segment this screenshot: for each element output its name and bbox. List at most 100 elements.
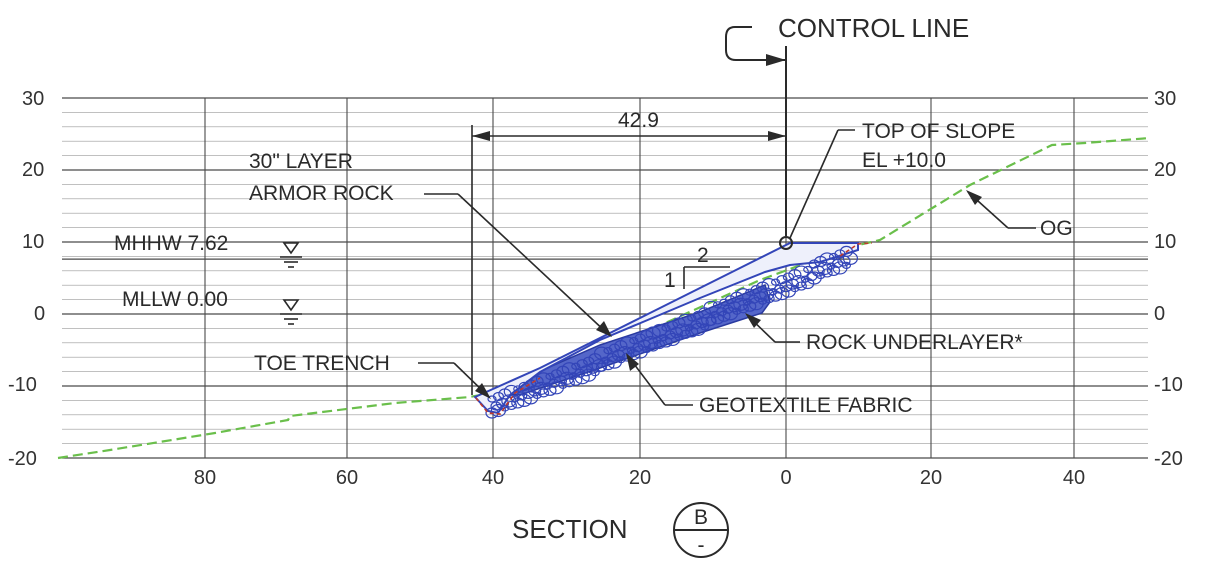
y-tick-right-30: 30 xyxy=(1154,88,1176,110)
x-tick-80-left: 80 xyxy=(194,467,216,489)
callout-armor-rock: 30" LAYER ARMOR ROCK xyxy=(249,150,612,337)
callout-og: OG xyxy=(966,190,1073,240)
y-axis-left: 30 20 10 0 -10 -20 xyxy=(8,88,45,470)
x-tick-40-right: 40 xyxy=(1063,467,1085,489)
x-tick-60-left: 60 xyxy=(336,467,358,489)
y-tick-right-0: 0 xyxy=(1154,303,1165,325)
armor-rock-layer xyxy=(473,242,859,419)
section-symbol-bottom: - xyxy=(698,534,705,557)
y-tick-left-0: 0 xyxy=(34,303,45,325)
mllw-triangle-icon xyxy=(282,299,300,312)
water-level-mllw: MLLW 0.00 xyxy=(122,288,302,325)
section-symbol-top: B xyxy=(694,506,708,529)
callout-toe-trench: TOE TRENCH xyxy=(254,352,491,399)
slope-ratio-indicator: 2 1 xyxy=(664,244,730,292)
top-of-slope-marker xyxy=(779,236,793,250)
armor-stone xyxy=(674,333,684,341)
rock-underlayer-label: ROCK UNDERLAYER* xyxy=(806,331,1023,354)
control-line-arrow-icon xyxy=(725,26,786,61)
armor-stone xyxy=(653,339,666,350)
armor-stone xyxy=(545,372,555,380)
armor-stone xyxy=(537,388,550,398)
x-tick-20-left: 20 xyxy=(629,467,651,489)
armor-stone xyxy=(487,395,497,403)
y-tick-left-30: 30 xyxy=(22,88,44,110)
armor-stone xyxy=(763,294,775,304)
callout-rock-underlayer: ROCK UNDERLAYER* xyxy=(745,313,1023,354)
top-of-slope-line2: EL +10.0 xyxy=(862,149,946,172)
armor-stone xyxy=(770,278,781,286)
armor-stone xyxy=(795,281,807,291)
armor-stone xyxy=(532,391,542,399)
armor-stone xyxy=(500,404,510,412)
x-tick-0: 0 xyxy=(780,467,791,489)
mhhw-label: MHHW 7.62 xyxy=(114,232,228,255)
armor-stone xyxy=(758,297,768,305)
geotextile-fabric-line xyxy=(475,377,541,415)
control-line-arrowhead-icon xyxy=(766,54,786,66)
y-tick-left-neg20: -20 xyxy=(8,448,37,470)
armor-stone xyxy=(563,378,575,388)
armor-stone xyxy=(790,284,800,293)
armor-stone xyxy=(816,271,826,280)
armor-stone xyxy=(621,352,633,362)
armor-stone xyxy=(571,362,581,370)
slope-rise: 1 xyxy=(664,269,676,292)
mhhw-triangle-icon xyxy=(282,242,300,255)
dimension-42-9: 42.9 xyxy=(471,109,786,395)
armor-stone xyxy=(803,265,813,274)
armor-stone xyxy=(505,400,517,411)
armor-stone xyxy=(595,362,608,372)
callout-geotextile: GEOTEXTILE FABRIC xyxy=(626,353,913,417)
x-tick-40-left: 40 xyxy=(482,467,504,489)
armor-stone xyxy=(745,288,755,296)
x-axis: 80 60 40 20 0 20 40 xyxy=(194,467,1085,489)
armor-stone xyxy=(687,314,697,322)
armor-stone xyxy=(700,323,710,331)
section-label: SECTION B - xyxy=(512,502,729,558)
y-tick-right-neg20: -20 xyxy=(1154,448,1183,470)
slope-run: 2 xyxy=(697,244,709,267)
y-tick-right-neg10: -10 xyxy=(1154,374,1183,396)
armor-stone xyxy=(603,347,613,355)
geotextile-fabric-line-top xyxy=(839,242,873,257)
armor-rock-stones xyxy=(485,245,859,419)
water-level-mhhw: MHHW 7.62 xyxy=(114,232,302,268)
control-line-title: CONTROL LINE xyxy=(778,13,969,43)
og-label: OG xyxy=(1040,217,1073,240)
armor-line1: 30" LAYER xyxy=(249,150,353,173)
armor-stone xyxy=(839,245,854,257)
mllw-label: MLLW 0.00 xyxy=(122,288,228,311)
armor-stone xyxy=(828,252,839,261)
armor-stone xyxy=(647,342,659,352)
geotextile-label: GEOTEXTILE FABRIC xyxy=(699,394,913,417)
top-of-slope-line1: TOP OF SLOPE xyxy=(862,120,1015,143)
armor-stone xyxy=(821,268,833,278)
armor-stone xyxy=(732,307,742,315)
elevation-grid xyxy=(62,97,1148,459)
armor-line2: ARMOR ROCK xyxy=(249,182,394,205)
armor-stone xyxy=(679,329,691,339)
y-axis-right: 30 20 10 0 -10 -20 xyxy=(1154,88,1183,470)
dimension-value: 42.9 xyxy=(618,109,659,132)
toe-trench-label: TOE TRENCH xyxy=(254,352,390,375)
section-text: SECTION xyxy=(512,514,628,544)
y-tick-right-10: 10 xyxy=(1154,231,1176,253)
armor-stone xyxy=(590,369,600,377)
armor-stone xyxy=(737,304,749,314)
callout-top-of-slope: TOP OF SLOPE EL +10.0 xyxy=(789,120,1015,239)
y-tick-left-neg10: -10 xyxy=(8,374,37,396)
armor-stone xyxy=(710,313,725,325)
armor-stone xyxy=(616,356,626,364)
x-tick-20-right: 20 xyxy=(920,467,942,489)
armor-stone xyxy=(558,381,568,389)
armor-stone xyxy=(705,316,717,326)
armor-stone xyxy=(841,261,852,269)
y-tick-left-10: 10 xyxy=(22,231,44,253)
armor-stone xyxy=(642,345,652,354)
armor-stone xyxy=(661,324,671,332)
armor-stone xyxy=(629,336,639,345)
y-tick-right-20: 20 xyxy=(1154,159,1176,181)
armor-stone xyxy=(719,298,729,306)
